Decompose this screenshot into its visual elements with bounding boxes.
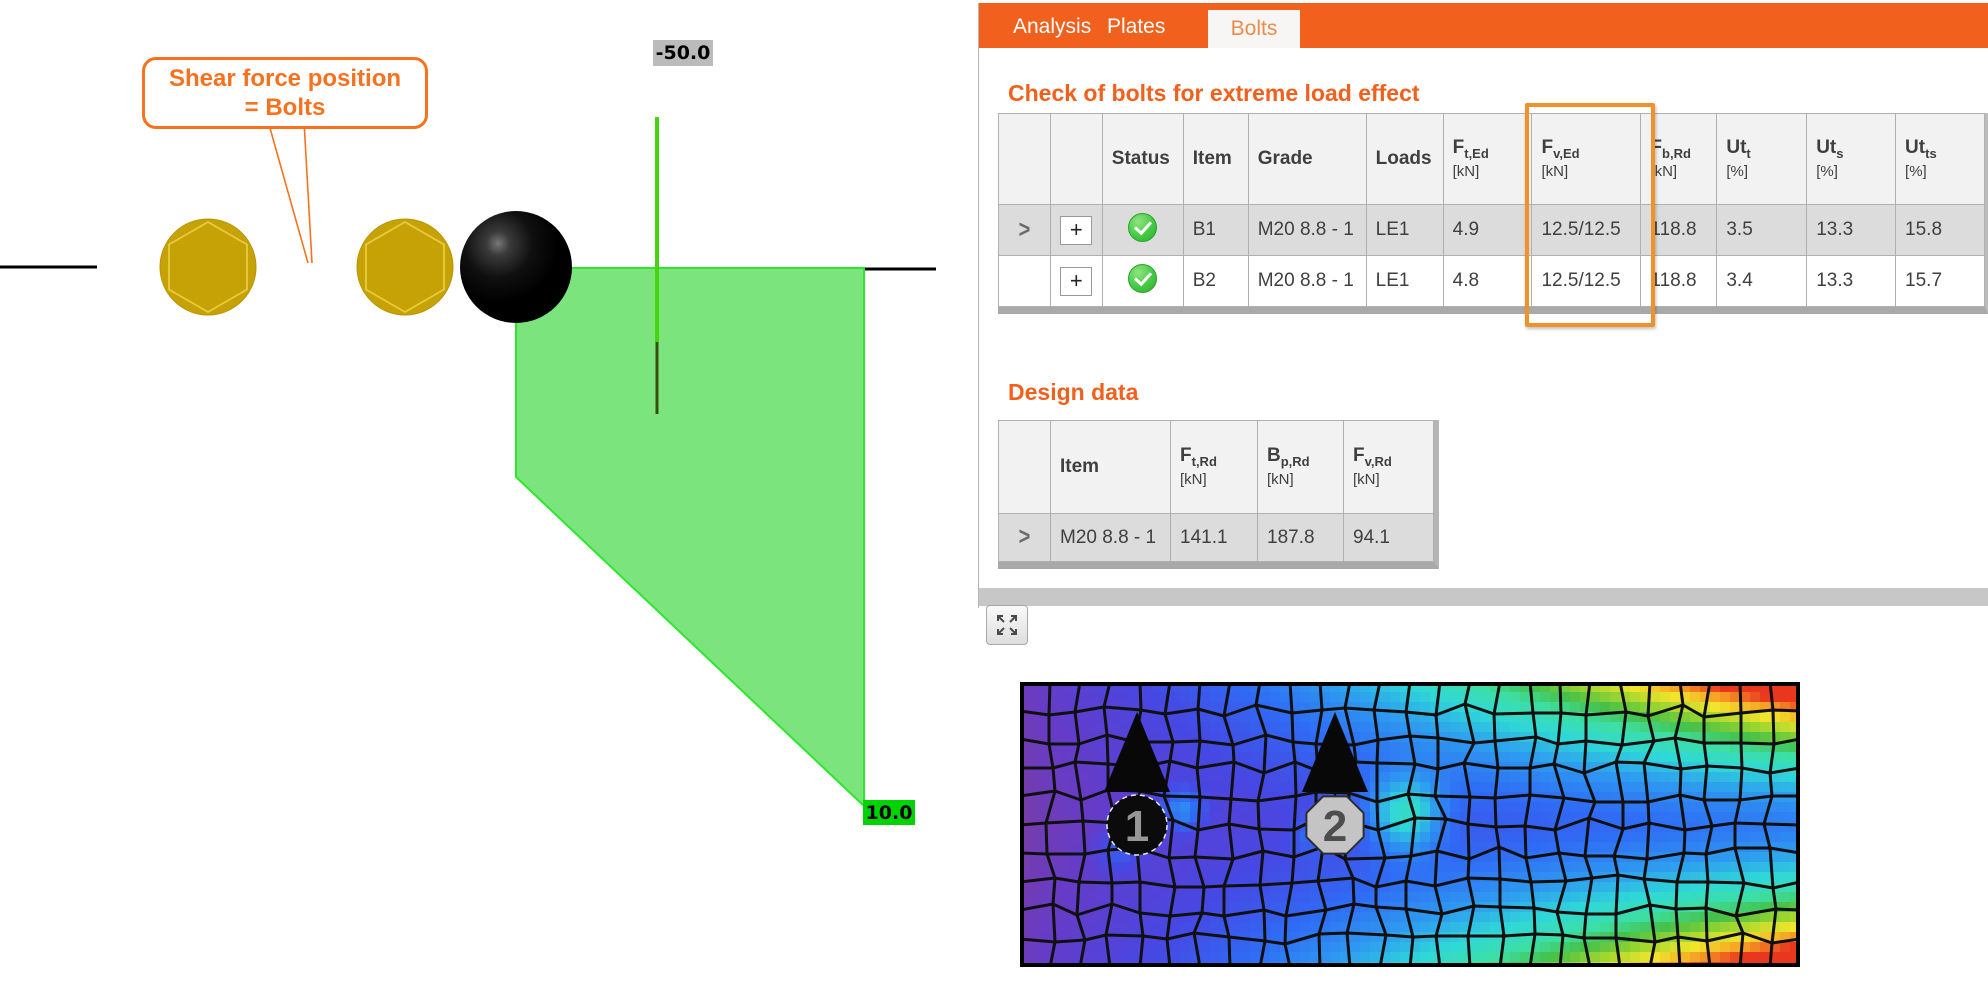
expand-plus-button[interactable]: +	[1060, 215, 1093, 245]
col-header-item: Item	[1050, 420, 1171, 514]
expand-plus-button[interactable]: +	[1060, 266, 1093, 296]
col-header-ut-ts: Utts [%]	[1895, 113, 1985, 205]
cell-ft-ed: 4.8	[1442, 255, 1533, 307]
col-header-chevron	[998, 113, 1051, 205]
col-header-grade: Grade	[1247, 113, 1367, 205]
cell-bp-rd: 187.8	[1257, 513, 1344, 562]
cell-fv-ed: 12.5/12.5	[1531, 255, 1642, 307]
annotation-callout: Shear force position = Bolts	[142, 57, 428, 129]
panel-left-border	[978, 3, 979, 608]
col-header-bp-rd: Bp,Rd [kN]	[1257, 420, 1344, 514]
tab-analysis[interactable]: Analysis	[1013, 15, 1092, 38]
fit-to-view-button[interactable]	[986, 605, 1028, 645]
col-header-expand	[1049, 113, 1103, 205]
col-header-fv-rd: Fv,Rd [kN]	[1343, 420, 1434, 514]
cell-ut-s: 13.3	[1806, 204, 1897, 256]
bolt-check-table: Status Item Grade Loads Ft,Ed [kN] Fv,Ed[…	[998, 113, 1988, 314]
callout-text-line1: Shear force position	[168, 64, 402, 92]
col-header-ft-ed: Ft,Ed [kN]	[1442, 113, 1533, 205]
col-header-ut-t: Utt [%]	[1716, 113, 1808, 205]
design-data-table: Item Ft,Rd [kN] Bp,Rd [kN] Fv,Rd [kN] > M20…	[998, 420, 1439, 569]
svg-text:1: 1	[1125, 802, 1149, 851]
col-header-ft-rd: Ft,Rd [kN]	[1170, 420, 1258, 514]
cell-grade: M20 8.8 - 1	[1247, 204, 1367, 256]
cell-ut-t: 3.5	[1716, 204, 1808, 256]
design-table-header-row: Item Ft,Rd [kN] Bp,Rd [kN] Fv,Rd [kN]	[998, 420, 1434, 514]
status-ok-icon	[1128, 212, 1158, 242]
panel-bottom-divider	[979, 588, 1988, 606]
status-ok-icon	[1128, 263, 1158, 293]
design-table-title: Design data	[1008, 379, 1139, 405]
shear-value-label: -50.0	[653, 40, 713, 66]
col-header-fb-rd: Fb,Rd [kN]	[1640, 113, 1718, 205]
cell-ut-t: 3.4	[1716, 255, 1808, 307]
callout-tail-line	[303, 120, 313, 264]
table-row-b1[interactable]: > + B1 M20 8.8 - 1 LE1 4.9 12.5/12.5 118…	[998, 204, 1985, 256]
tab-bolts[interactable]: Bolts	[1208, 10, 1300, 48]
3d-viewport[interactable]	[0, 0, 978, 985]
cell-ft-rd: 141.1	[1170, 513, 1258, 562]
bolt-node-sphere[interactable]	[460, 211, 572, 323]
col-header-item: Item	[1182, 113, 1249, 205]
bolt-head-1[interactable]	[159, 218, 257, 316]
cell-loads: LE1	[1365, 255, 1444, 307]
cell-ut-ts: 15.8	[1895, 204, 1985, 256]
cell-item: B2	[1182, 255, 1249, 307]
design-table-row[interactable]: > M20 8.8 - 1 141.1 187.8 94.1	[998, 513, 1434, 562]
svg-text:2: 2	[1323, 802, 1347, 851]
col-header-fv-ed: Fv,Ed [kN]	[1531, 113, 1642, 205]
callout-text-line2: = Bolts	[244, 94, 326, 121]
callout-tail-line	[267, 120, 309, 264]
row-chevron-icon[interactable]: >	[1018, 215, 1031, 244]
cell-fv-ed: 12.5/12.5	[1531, 204, 1642, 256]
cell-ut-ts: 15.7	[1895, 255, 1985, 307]
col-header-status: Status	[1101, 113, 1184, 205]
check-table-header-row: Status Item Grade Loads Ft,Ed [kN] Fv,Ed[…	[998, 113, 1985, 205]
results-tab-bar	[979, 3, 1988, 48]
diagram-value-label: 10.0	[863, 800, 915, 825]
table-row-b2[interactable]: + B2 M20 8.8 - 1 LE1 4.8 12.5/12.5 118.8…	[998, 255, 1985, 307]
cell-item: B1	[1182, 204, 1249, 256]
cell-fv-rd: 94.1	[1343, 513, 1434, 562]
expand-arrows-icon	[997, 615, 1017, 635]
check-table-title: Check of bolts for extreme load effect	[1008, 80, 1420, 106]
col-header-chevron	[998, 420, 1051, 514]
cell-fb-rd: 118.8	[1640, 255, 1718, 307]
row-chevron-icon[interactable]: >	[1018, 523, 1031, 551]
cell-ut-s: 13.3	[1806, 255, 1897, 307]
col-header-loads: Loads	[1365, 113, 1444, 205]
cell-ft-ed: 4.9	[1442, 204, 1533, 256]
tab-plates[interactable]: Plates	[1107, 15, 1166, 38]
cell-loads: LE1	[1365, 204, 1444, 256]
col-header-ut-s: Uts [%]	[1806, 113, 1897, 205]
bolt-head-2[interactable]	[356, 218, 454, 316]
shear-force-diagram	[515, 267, 865, 809]
cell-item: M20 8.8 - 1	[1050, 513, 1171, 562]
cell-grade: M20 8.8 - 1	[1247, 255, 1367, 307]
cell-fb-rd: 118.8	[1640, 204, 1718, 256]
